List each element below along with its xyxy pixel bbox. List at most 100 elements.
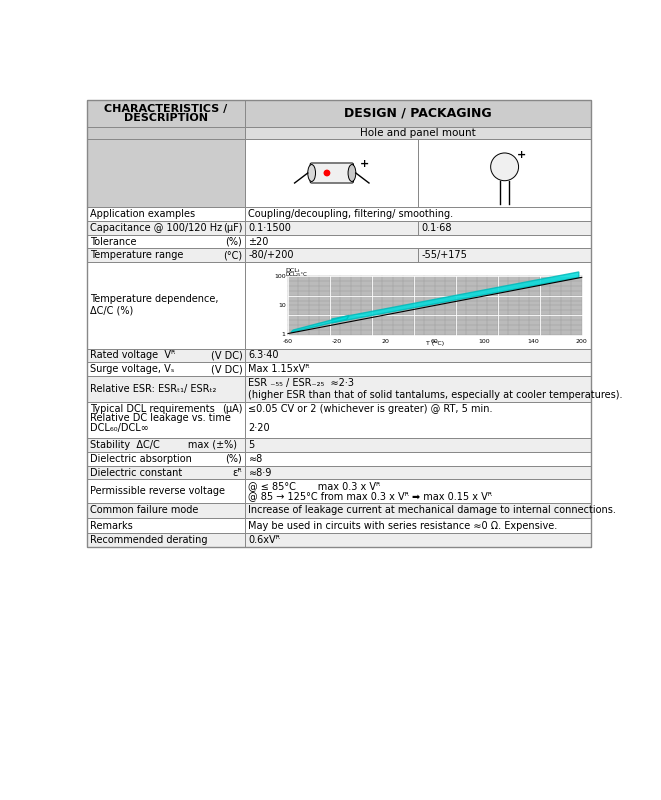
- Text: ±20: ±20: [249, 237, 269, 246]
- Bar: [245, 221, 418, 234]
- Text: (V DC): (V DC): [210, 350, 243, 361]
- Text: 0.6xVᴿ: 0.6xVᴿ: [249, 535, 280, 546]
- Text: ESR ₋₅₅ / ESR₋₂₅  ≈2·3: ESR ₋₅₅ / ESR₋₂₅ ≈2·3: [249, 378, 354, 388]
- Bar: [87, 126, 245, 139]
- Bar: [87, 221, 245, 234]
- Bar: [245, 362, 591, 376]
- Text: T (°C): T (°C): [426, 342, 444, 346]
- Bar: [87, 479, 245, 502]
- Bar: [245, 207, 591, 221]
- Text: May be used in circuits with series resistance ≈0 Ω. Expensive.: May be used in circuits with series resi…: [249, 521, 558, 530]
- Text: (V DC): (V DC): [210, 364, 243, 374]
- Bar: [245, 126, 591, 139]
- Text: Temperature dependence,: Temperature dependence,: [90, 294, 218, 304]
- Text: 60: 60: [431, 338, 439, 343]
- Text: Application examples: Application examples: [90, 209, 195, 219]
- Text: (μF): (μF): [223, 222, 243, 233]
- Text: +: +: [517, 150, 526, 159]
- Text: ≈8·9: ≈8·9: [249, 467, 272, 478]
- Text: (°C): (°C): [223, 250, 243, 260]
- Text: Capacitance @ 100/120 Hz: Capacitance @ 100/120 Hz: [90, 222, 221, 233]
- Bar: [245, 518, 591, 534]
- Text: -20: -20: [332, 338, 342, 343]
- Bar: [87, 518, 245, 534]
- Text: 1: 1: [282, 332, 286, 338]
- Text: Temperature range: Temperature range: [90, 250, 183, 260]
- Text: Stability  ΔC/C         max (±%): Stability ΔC/C max (±%): [90, 440, 237, 450]
- Bar: [87, 207, 245, 221]
- Text: Max 1.15xVᴿ: Max 1.15xVᴿ: [249, 364, 310, 374]
- Text: ΔC/C (%): ΔC/C (%): [90, 305, 133, 315]
- Text: (μA): (μA): [222, 404, 243, 414]
- Bar: [245, 376, 591, 402]
- Text: 0.1·68: 0.1·68: [421, 222, 452, 233]
- Text: 2·20: 2·20: [249, 423, 270, 434]
- Bar: [245, 502, 591, 518]
- Text: Typical DCL requirements: Typical DCL requirements: [90, 404, 214, 414]
- Text: -80/+200: -80/+200: [249, 250, 294, 260]
- Text: 200: 200: [576, 338, 588, 343]
- Text: 5: 5: [249, 440, 254, 450]
- Text: Relative ESR: ESRₜ₁/ ESRₜ₂: Relative ESR: ESRₜ₁/ ESRₜ₂: [90, 384, 216, 394]
- Bar: [245, 466, 591, 479]
- Text: Recommended derating: Recommended derating: [90, 535, 207, 546]
- Bar: [245, 349, 591, 362]
- Bar: [87, 249, 245, 262]
- Text: -55/+175: -55/+175: [421, 250, 467, 260]
- Text: Dielectric constant: Dielectric constant: [90, 467, 182, 478]
- Bar: [245, 438, 591, 452]
- Text: 10: 10: [278, 303, 286, 308]
- Bar: [245, 402, 591, 438]
- Bar: [288, 276, 582, 334]
- Text: εᴿ: εᴿ: [233, 467, 243, 478]
- Bar: [245, 479, 591, 502]
- Bar: [418, 221, 591, 234]
- Text: DCL₆₀/DCL∞: DCL₆₀/DCL∞: [90, 423, 149, 434]
- Text: Common failure mode: Common failure mode: [90, 506, 198, 515]
- Text: Permissible reverse voltage: Permissible reverse voltage: [90, 486, 225, 496]
- Text: -60: -60: [283, 338, 293, 343]
- Bar: [87, 362, 245, 376]
- Text: Hole and panel mount: Hole and panel mount: [360, 128, 476, 138]
- Text: (%): (%): [225, 454, 243, 464]
- Circle shape: [490, 153, 519, 181]
- Text: Remarks: Remarks: [90, 521, 132, 530]
- Bar: [87, 534, 245, 547]
- Bar: [87, 452, 245, 466]
- Bar: [87, 402, 245, 438]
- Text: ≤0.05 CV or 2 (whichever is greater) @ RT, 5 min.: ≤0.05 CV or 2 (whichever is greater) @ R…: [249, 404, 493, 414]
- Bar: [245, 262, 591, 349]
- Text: (higher ESR than that of solid tantalums, especially at cooler temperatures).: (higher ESR than that of solid tantalums…: [249, 390, 623, 400]
- Bar: [87, 376, 245, 402]
- Bar: [245, 139, 418, 207]
- Text: @ ≤ 85°C       max 0.3 x Vᴿ: @ ≤ 85°C max 0.3 x Vᴿ: [249, 481, 381, 491]
- Text: Coupling/decoupling, filtering/ smoothing.: Coupling/decoupling, filtering/ smoothin…: [249, 209, 453, 219]
- Text: ≈8: ≈8: [249, 454, 262, 464]
- Polygon shape: [291, 315, 349, 332]
- Bar: [418, 249, 591, 262]
- Text: 0.1·1500: 0.1·1500: [249, 222, 292, 233]
- Bar: [87, 234, 245, 249]
- Bar: [245, 249, 418, 262]
- FancyBboxPatch shape: [310, 163, 354, 183]
- Bar: [87, 502, 245, 518]
- Text: 100: 100: [274, 274, 286, 278]
- Text: 20: 20: [382, 338, 390, 343]
- Text: 100: 100: [478, 338, 490, 343]
- Text: DESIGN / PACKAGING: DESIGN / PACKAGING: [344, 107, 492, 120]
- Ellipse shape: [348, 165, 356, 182]
- Text: DCLₜ: DCLₜ: [286, 268, 300, 274]
- Bar: [418, 139, 591, 207]
- Text: @ 85 → 125°C from max 0.3 x Vᴿ ➡ max 0.15 x Vᴿ: @ 85 → 125°C from max 0.3 x Vᴿ ➡ max 0.1…: [249, 491, 492, 501]
- Text: Tolerance: Tolerance: [90, 237, 136, 246]
- Polygon shape: [332, 272, 579, 322]
- Text: CHARACTERISTICS /: CHARACTERISTICS /: [104, 105, 227, 114]
- Text: +: +: [360, 158, 369, 169]
- Bar: [87, 349, 245, 362]
- Bar: [87, 438, 245, 452]
- Bar: [87, 100, 591, 547]
- Text: (%): (%): [225, 237, 243, 246]
- Bar: [245, 234, 591, 249]
- Bar: [87, 262, 245, 349]
- Circle shape: [325, 170, 330, 176]
